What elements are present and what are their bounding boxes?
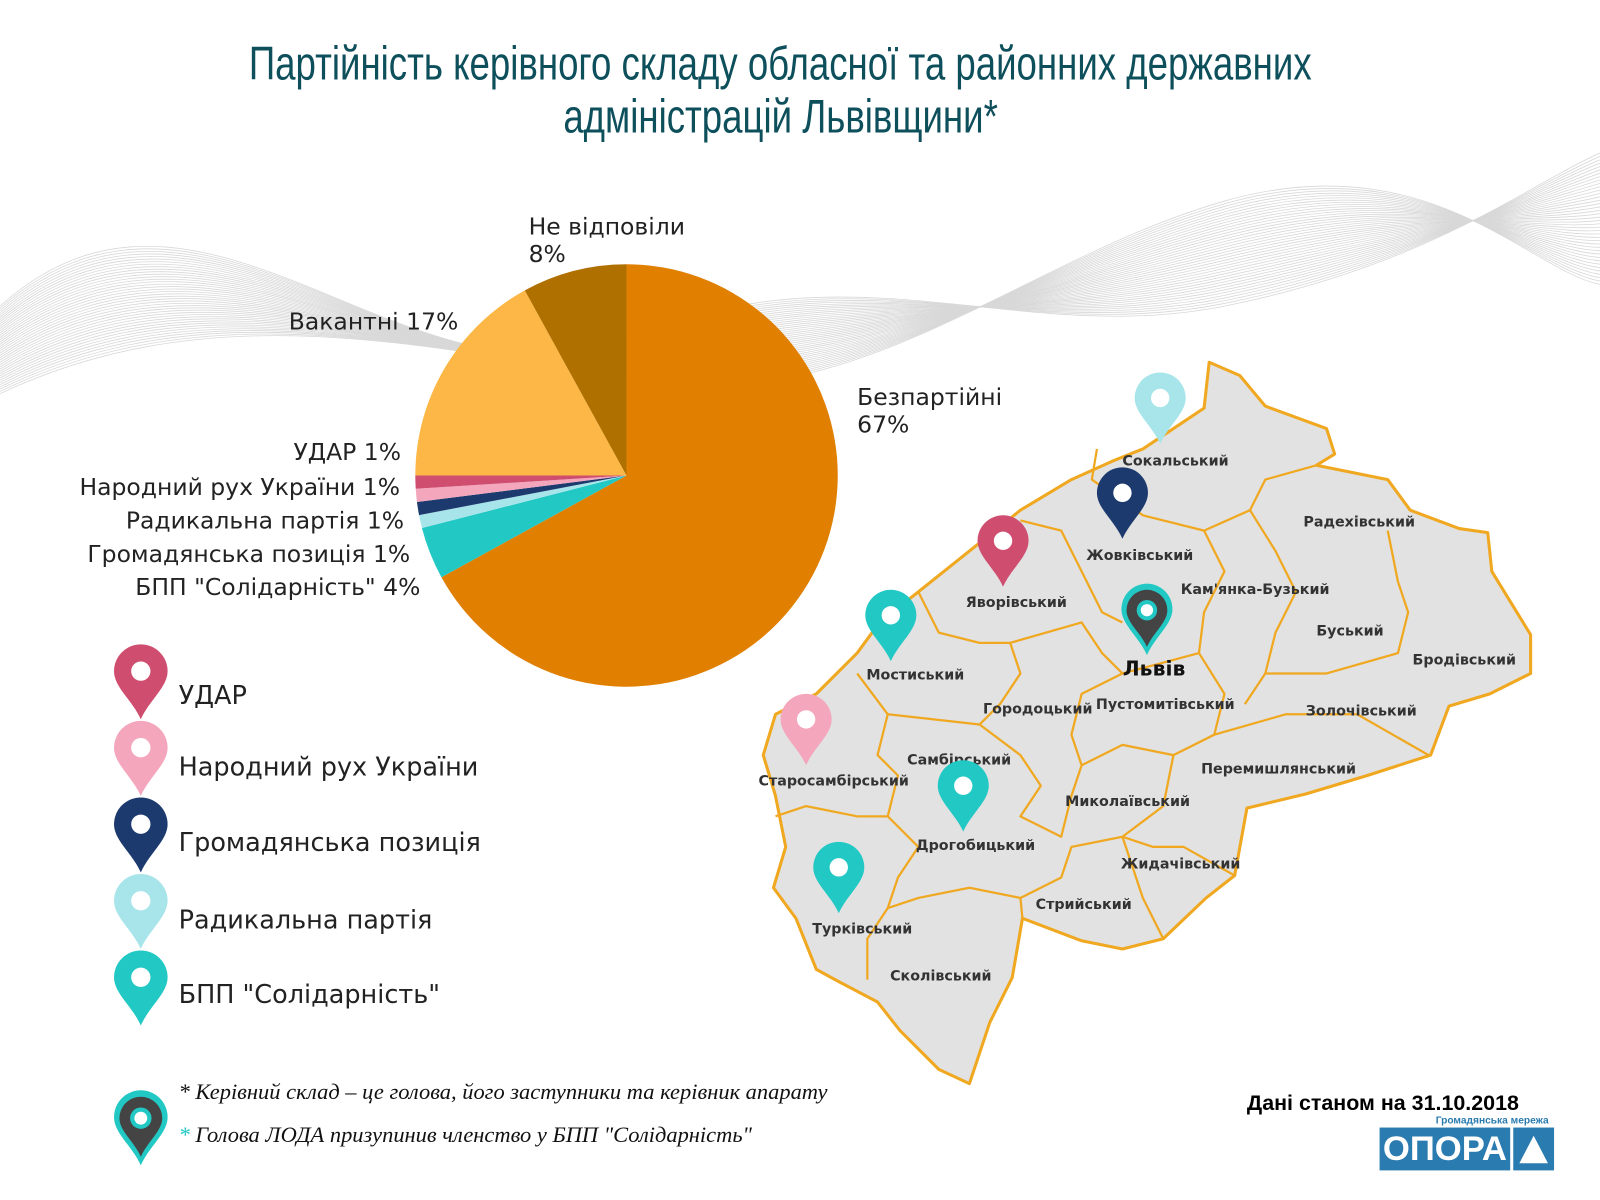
district-label: Яворівський	[966, 595, 1067, 611]
label-text: Безпартійні	[857, 384, 1003, 412]
pie-slice-0	[441, 264, 838, 687]
footnote-1: * Керівний склад – це голова, його засту…	[178, 1078, 828, 1105]
brand-triangle-icon	[1513, 1127, 1555, 1171]
map-pin-icon	[937, 760, 989, 832]
legend-pin-icon	[114, 797, 168, 873]
footnote-2: * Голова ЛОДА призупинив членство у БПП …	[179, 1121, 752, 1148]
district-label: Старосамбірський	[758, 774, 908, 790]
district-label: Сокальський	[1122, 453, 1228, 469]
district-label: Радехівський	[1303, 515, 1415, 531]
legend-item-udar: УДАР	[178, 680, 247, 711]
pie-slice-4	[415, 475, 627, 502]
legend-item-hromadianska: Громадянська позиція	[178, 827, 481, 858]
district-label: Городоцький	[983, 701, 1093, 717]
label-text: Не відповіли	[528, 214, 686, 241]
map-pin-icon	[1096, 467, 1148, 539]
footnote-star: *	[178, 1121, 190, 1147]
city-label-lviv: Львів	[1123, 657, 1186, 681]
district-label: Дрогобицький	[916, 838, 1035, 854]
legend-item-bpp: БПП "Солідарність"	[178, 979, 440, 1010]
label-rukh: Народний рух України 1%	[79, 474, 400, 502]
legend-pin-icon	[114, 950, 168, 1026]
district-label: Золочівський	[1306, 703, 1417, 719]
pie-slice-5	[415, 475, 627, 489]
map-pin-icon	[1121, 583, 1173, 656]
label-vakantni: Вакантні 17%	[288, 309, 459, 336]
district-label: Перемишлянський	[1201, 761, 1356, 777]
label-pct: 67%	[857, 412, 910, 439]
district-label: Сколівський	[890, 969, 991, 985]
pie-slice-3	[416, 475, 627, 516]
district-label: Стрийський	[1036, 897, 1132, 913]
legend-pin-icon	[114, 873, 168, 949]
map-pin-icon	[865, 589, 917, 662]
map-pin-icon	[1134, 372, 1186, 444]
legend-item-rukh: Народний рух України	[178, 752, 479, 782]
district-label: Жидачівський	[1121, 856, 1240, 872]
pie-slice-6	[415, 290, 627, 476]
label-bpp: БПП "Солідарність" 4%	[135, 574, 421, 602]
district-label: Бродівський	[1413, 652, 1516, 668]
legend-item-radykalna: Радикальна партія	[178, 905, 433, 935]
district-label: Пустомитівський	[1096, 697, 1235, 713]
district-label: Кам'янка-Бузький	[1181, 582, 1330, 598]
district-label: Турківський	[812, 922, 912, 938]
district-label: Буський	[1316, 624, 1383, 640]
page-title: Партійність керівного складу обласної та…	[249, 36, 1312, 143]
map-pin-icon	[977, 515, 1029, 587]
district-label: Самбірський	[907, 752, 1011, 768]
label-bezpartiini: Безпартійні 67%	[857, 385, 1002, 440]
legend-pin-icon	[114, 644, 168, 720]
map-pin-icon	[780, 693, 832, 766]
pie-slice-1	[421, 475, 627, 578]
data-date: Дані станом на 31.10.2018	[1246, 1091, 1519, 1116]
district-label: Жовківський	[1086, 548, 1193, 564]
footnote-text: Голова ЛОДА призупинив членство у БПП "С…	[189, 1121, 752, 1147]
pie-slice-7	[524, 264, 627, 476]
label-udar: УДАР 1%	[293, 439, 402, 467]
pie-slice-2	[419, 475, 627, 529]
district-label: Миколаївський	[1065, 794, 1190, 810]
label-pct: 8%	[528, 241, 566, 269]
label-hromadianska: Громадянська позиція 1%	[87, 541, 411, 569]
lviv-head-pin-icon	[114, 1090, 168, 1166]
label-radykalna: Радикальна партія 1%	[125, 508, 405, 535]
legend-pin-icon	[114, 720, 168, 796]
map-pin-icon	[813, 841, 865, 914]
map-outline	[761, 360, 1533, 1086]
brand-subtitle: Громадянська мережа	[1435, 1115, 1549, 1127]
brand-logo: ОПОРА	[1379, 1127, 1511, 1171]
district-label: Мостиський	[866, 668, 964, 684]
lviv-oblast-map: Сокальський Радехівський Жовківський Кам'ян…	[758, 360, 1533, 1086]
label-ne-vidpovily: Не відповіли 8%	[529, 214, 685, 269]
